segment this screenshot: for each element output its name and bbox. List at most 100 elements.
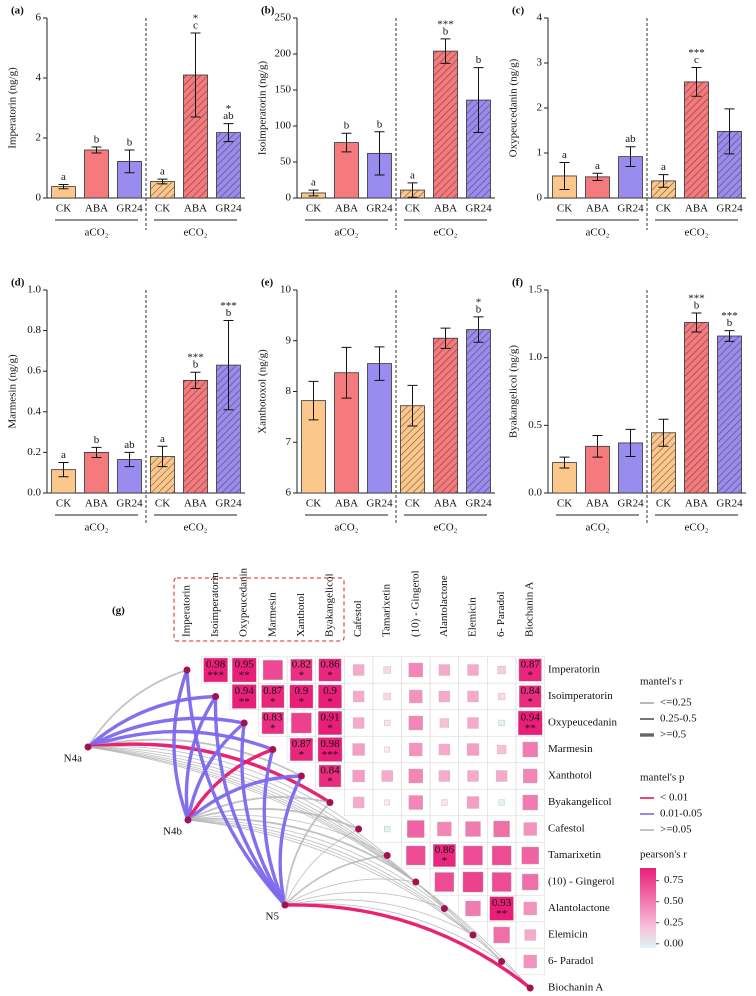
correlation-label: 0.9 bbox=[295, 685, 309, 697]
significance-letter: b bbox=[443, 25, 449, 37]
bar bbox=[84, 149, 109, 199]
correlation-stars: ** bbox=[525, 723, 536, 735]
x-tick-label: GR24 bbox=[366, 498, 393, 510]
correlation-cell bbox=[465, 900, 481, 917]
x-tick-label: GR24 bbox=[116, 203, 143, 215]
correlation-label: 0.82 bbox=[292, 659, 311, 671]
significance-letter: b bbox=[94, 434, 100, 446]
correlation-cell bbox=[462, 871, 484, 893]
significance-letter: a bbox=[160, 166, 165, 178]
panel-label: (g) bbox=[112, 605, 125, 617]
target-point bbox=[469, 931, 477, 939]
bar bbox=[84, 451, 109, 494]
y-tick-label: 100 bbox=[275, 120, 292, 132]
significance-letter: b bbox=[226, 307, 232, 319]
significance-letter: a bbox=[61, 171, 66, 183]
bar bbox=[433, 50, 458, 199]
correlation-cell bbox=[408, 795, 423, 810]
y-tick-label: 0 bbox=[36, 192, 42, 204]
correlation-cell bbox=[384, 799, 391, 806]
row-label: Oxypeucedanin bbox=[548, 717, 618, 729]
y-tick-label: 1.0 bbox=[528, 351, 542, 363]
correlation-stars: * bbox=[299, 696, 305, 708]
mantel-edge bbox=[187, 807, 359, 830]
y-tick-label: 1 bbox=[537, 147, 543, 159]
error-bar bbox=[407, 384, 418, 427]
significance-letter: c bbox=[193, 20, 198, 32]
correlation-label: 0.98 bbox=[206, 659, 226, 671]
x-tick-label: CK bbox=[155, 498, 170, 510]
correlation-cell bbox=[439, 718, 450, 728]
significance-letter: b bbox=[94, 134, 100, 146]
correlation-cell bbox=[521, 846, 539, 865]
x-tick-label: ABA bbox=[335, 203, 358, 215]
bar bbox=[301, 400, 326, 494]
column-label: (10) - Gingerol bbox=[409, 570, 421, 637]
significance-letter: a bbox=[661, 161, 666, 173]
significance-letter: c bbox=[694, 54, 699, 66]
bar bbox=[684, 322, 709, 494]
correlation-cell bbox=[352, 743, 365, 756]
correlation-cell bbox=[438, 743, 451, 756]
error-bar bbox=[91, 446, 102, 458]
row-label: 6- Paradol bbox=[548, 955, 594, 967]
x-tick-label: ABA bbox=[85, 498, 108, 510]
mantel-edge bbox=[284, 899, 474, 936]
y-tick-label: 200 bbox=[275, 48, 292, 60]
column-label: Cafestol bbox=[352, 600, 364, 637]
correlation-label: 0.87 bbox=[521, 659, 541, 671]
target-point bbox=[240, 719, 248, 727]
correlation-cell bbox=[409, 742, 423, 757]
target-point bbox=[526, 984, 534, 992]
significance-stars: *** bbox=[187, 352, 204, 364]
mantel-edge bbox=[187, 819, 474, 936]
legend-title: mantel's r bbox=[640, 676, 683, 688]
node-point bbox=[281, 901, 289, 909]
x-tick-label: GR24 bbox=[465, 498, 492, 510]
correlation-stars: * bbox=[299, 749, 305, 761]
correlation-cell bbox=[352, 796, 365, 809]
correlation-cell bbox=[437, 821, 452, 837]
group-label: eCO₂ bbox=[685, 227, 709, 239]
correlation-cell bbox=[261, 711, 284, 735]
error-bar bbox=[592, 434, 603, 458]
significance-letter: a bbox=[595, 160, 600, 172]
significance-letter: ab bbox=[124, 439, 135, 451]
correlation-cell bbox=[289, 738, 313, 761]
node-label: N4a bbox=[64, 753, 82, 765]
x-tick-label: ABA bbox=[85, 203, 108, 215]
significance-letter: a bbox=[61, 449, 66, 461]
error-bar bbox=[440, 327, 451, 349]
error-bar bbox=[190, 32, 201, 118]
correlation-cell bbox=[438, 690, 451, 703]
correlation-label: 0.94 bbox=[235, 685, 255, 697]
target-point bbox=[412, 878, 420, 886]
correlation-stars: * bbox=[442, 855, 448, 867]
correlation-cell bbox=[232, 684, 257, 709]
correlation-stars: * bbox=[327, 723, 333, 735]
correlation-label: 0.86 bbox=[435, 844, 455, 856]
x-tick-label: CK bbox=[557, 203, 572, 215]
correlation-cell bbox=[518, 710, 543, 736]
y-tick-label: 4 bbox=[36, 72, 42, 84]
correlation-stars: * bbox=[327, 670, 333, 682]
mantel-edge bbox=[185, 669, 287, 907]
legend-label: 0.01-0.05 bbox=[660, 808, 703, 820]
error-bar bbox=[559, 161, 570, 190]
error-bar bbox=[124, 149, 135, 174]
error-bar bbox=[374, 346, 385, 381]
group-label: aCO₂ bbox=[335, 227, 359, 239]
x-tick-label: ABA bbox=[685, 203, 708, 215]
mantel-edge bbox=[172, 669, 190, 821]
mantel-edge bbox=[284, 878, 416, 906]
correlation-cell bbox=[489, 896, 514, 921]
correlation-label: 0.94 bbox=[521, 712, 541, 724]
error-bar bbox=[691, 67, 702, 97]
correlation-cell bbox=[497, 665, 506, 675]
correlation-label: 0.9 bbox=[323, 685, 337, 697]
x-tick-label: GR24 bbox=[116, 498, 143, 510]
group-label: aCO₂ bbox=[85, 522, 109, 534]
correlation-cell bbox=[498, 799, 505, 806]
target-point bbox=[383, 852, 391, 859]
